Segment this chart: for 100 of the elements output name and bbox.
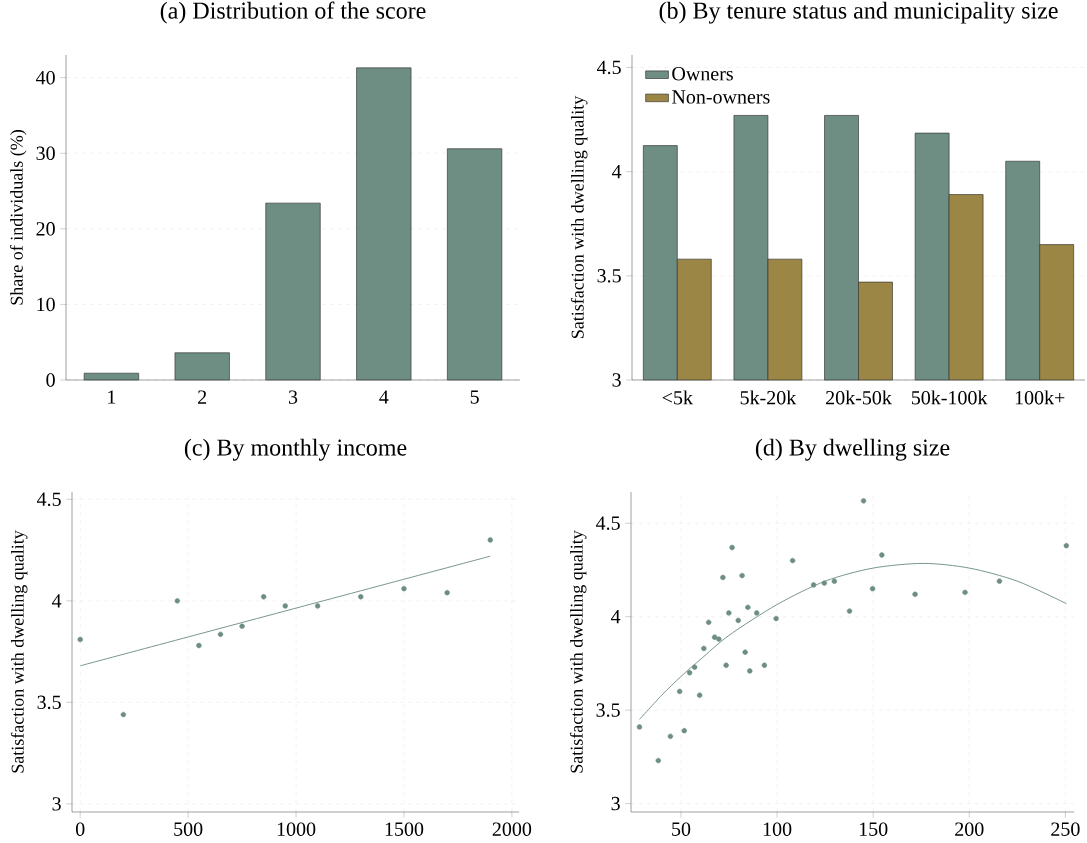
y-tick-label: 3 <box>611 796 620 811</box>
point <box>716 636 722 642</box>
y-tick-label: 3.5 <box>596 703 620 717</box>
point <box>701 645 707 652</box>
point <box>401 585 407 592</box>
y-tick-label: 30 <box>36 146 55 160</box>
x-tick-label: 4 <box>379 390 389 404</box>
y-tick-label: 40 <box>36 70 55 85</box>
point <box>676 688 683 695</box>
point <box>705 619 712 625</box>
x-tick-label: 1 <box>108 390 116 404</box>
x-tick-label: 150 <box>859 822 888 836</box>
point <box>655 757 661 764</box>
y-tick-label: 4.5 <box>37 492 61 507</box>
point <box>729 544 735 551</box>
point <box>726 610 732 616</box>
point <box>686 670 693 676</box>
point <box>444 590 450 596</box>
point <box>745 604 751 610</box>
point <box>196 642 202 649</box>
line-series <box>639 562 1067 720</box>
x-tick-label: 5 <box>470 390 479 404</box>
chart-title: (b) By tenure status and municipality size <box>659 1 1058 24</box>
x-tick-label: 500 <box>174 822 203 836</box>
bar <box>356 67 412 381</box>
point <box>217 631 224 638</box>
y-axis-title: Satisfaction with dwelling quality <box>10 530 28 773</box>
point <box>487 537 493 543</box>
y-tick-label: 3 <box>612 373 621 387</box>
point <box>711 634 718 640</box>
point <box>720 574 726 581</box>
x-tick-label: 100 <box>763 822 792 836</box>
x-tick-label: 1000 <box>277 822 316 836</box>
point <box>860 498 867 504</box>
legend-label: Non-owners <box>672 90 770 104</box>
point <box>358 594 364 600</box>
y-tick-label: 4.5 <box>597 60 621 75</box>
point <box>723 662 729 668</box>
y-tick-label: 20 <box>36 222 55 236</box>
x-tick-label: 2000 <box>492 822 532 836</box>
point <box>239 623 245 629</box>
point <box>77 636 83 643</box>
point <box>681 728 687 734</box>
x-tick-label: 0 <box>75 822 85 836</box>
x-tick-label: 3 <box>288 390 298 404</box>
y-axis-title: Share of individuals (%) <box>9 130 27 305</box>
x-tick-label: 5k-20k <box>740 390 797 405</box>
point <box>735 617 741 624</box>
point <box>869 585 876 592</box>
x-tick-label: 50 <box>672 822 691 836</box>
point <box>996 578 1003 584</box>
point <box>282 603 288 609</box>
bar <box>265 202 321 381</box>
point <box>761 662 768 668</box>
x-tick-label: 50k-100k <box>911 390 988 405</box>
x-tick-label: 20k-50k <box>826 390 892 405</box>
point <box>789 557 796 564</box>
bar <box>83 372 139 381</box>
y-axis-title: Satisfaction with dwelling quality <box>569 530 587 773</box>
point <box>754 610 760 616</box>
point <box>912 591 918 597</box>
point <box>261 594 267 600</box>
y-tick-label: 0 <box>46 373 55 387</box>
chart-title: (a) Distribution of the score <box>160 1 426 24</box>
point <box>174 598 180 604</box>
y-tick-label: 3.5 <box>37 695 61 710</box>
x-tick-label: <5k <box>662 390 693 405</box>
point <box>691 664 698 670</box>
point <box>696 692 703 698</box>
point <box>962 589 968 596</box>
x-tick-label: 250 <box>1051 822 1080 836</box>
point <box>821 580 828 586</box>
x-tick-label: 100k+ <box>1015 390 1065 405</box>
point <box>314 603 321 609</box>
x-tick-label: 200 <box>955 822 984 836</box>
point <box>667 733 674 739</box>
x-tick-label: 1500 <box>385 822 424 836</box>
bar <box>174 352 230 381</box>
y-tick-label: 4.5 <box>596 516 620 530</box>
y-tick-label: 3.5 <box>597 269 621 283</box>
y-axis-title: Satisfaction with dwelling quality <box>570 95 588 339</box>
y-tick-label: 4 <box>52 594 62 608</box>
point <box>120 711 127 718</box>
chart-title: (d) By dwelling size <box>755 438 950 461</box>
point <box>810 582 817 588</box>
y-tick-label: 4 <box>611 610 621 624</box>
chart-title: (c) By monthly income <box>184 438 407 461</box>
y-tick-label: 4 <box>612 165 622 179</box>
point <box>879 552 885 558</box>
y-tick-label: 3 <box>52 797 61 811</box>
point <box>742 649 748 655</box>
point <box>747 668 753 674</box>
y-tick-label: 10 <box>37 297 55 312</box>
point <box>773 615 779 622</box>
point <box>846 608 853 614</box>
point <box>739 572 745 579</box>
point <box>636 724 643 730</box>
legend-label: Owners <box>672 67 733 81</box>
point <box>1063 542 1069 549</box>
point <box>831 578 838 584</box>
